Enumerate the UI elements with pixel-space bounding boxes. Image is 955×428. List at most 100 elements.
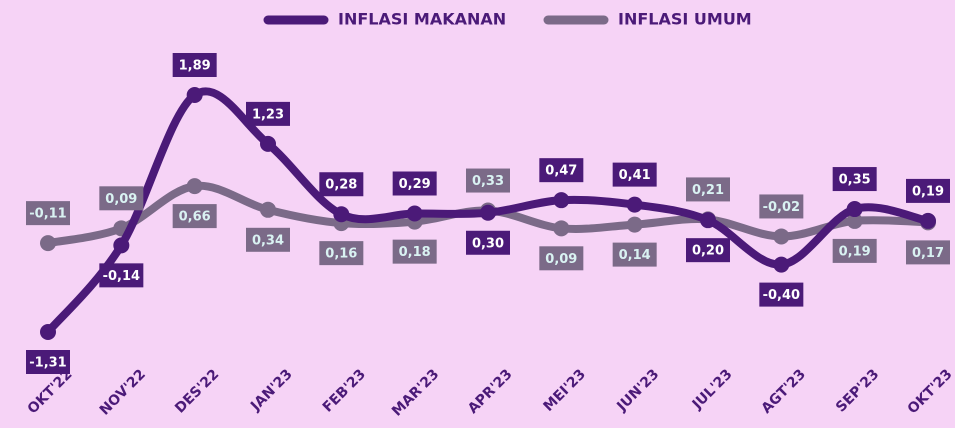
point: [333, 206, 350, 223]
label-box: [759, 282, 804, 307]
value-label: 0,16: [319, 241, 364, 266]
label-box: [686, 238, 730, 263]
point: [626, 216, 643, 233]
label-box: [466, 230, 510, 255]
label-box: [319, 172, 364, 197]
point: [260, 201, 276, 218]
x-tick-label: NOV'22: [97, 366, 149, 418]
value-label: 0,09: [99, 186, 144, 211]
point: [846, 212, 863, 229]
x-tick-label: MEI'23: [541, 366, 589, 414]
point: [920, 212, 936, 229]
value-label: 0,35: [832, 167, 877, 192]
point: [626, 196, 643, 213]
value-label: 0,28: [319, 172, 364, 197]
data-label: 0,19: [839, 244, 871, 259]
point: [113, 237, 130, 254]
data-label: 0,29: [399, 177, 431, 192]
value-label: 0,17: [906, 240, 950, 265]
data-label: 0,09: [105, 192, 137, 207]
x-tick-label: JAN'23: [247, 366, 295, 414]
data-label: 0,14: [619, 248, 651, 263]
value-label: 0,20: [686, 238, 730, 263]
data-label: 0,17: [912, 246, 944, 261]
value-label: 0,29: [392, 171, 437, 196]
point: [846, 201, 863, 218]
value-label: 0,33: [466, 168, 510, 193]
label-box: [832, 167, 877, 192]
label-box: [26, 350, 70, 374]
x-tick-label: FEB'23: [320, 366, 369, 415]
value-label: 0,34: [246, 227, 290, 252]
data-label: -0,02: [763, 200, 800, 215]
data-label: 0,66: [179, 210, 211, 225]
label-box: [99, 186, 144, 211]
point: [40, 235, 56, 252]
value-label: 0,09: [539, 246, 584, 271]
x-tick-label: APR'23: [465, 366, 516, 417]
point: [186, 178, 203, 195]
label-box: [246, 227, 290, 252]
point: [700, 212, 716, 229]
label-box: [686, 177, 730, 202]
point: [186, 87, 203, 103]
value-label: -0,11: [26, 201, 70, 226]
data-label: 0,47: [545, 164, 577, 179]
point: [773, 228, 790, 245]
point: [773, 256, 790, 273]
data-label: 0,34: [252, 233, 284, 248]
data-label: 1,23: [252, 107, 284, 122]
data-label: 1,89: [179, 59, 211, 74]
point: [480, 204, 496, 221]
legend-label: INFLASI UMUM: [618, 10, 752, 29]
value-label: 0,14: [612, 242, 657, 267]
value-label: 0,41: [612, 162, 657, 187]
value-label: 0,19: [906, 178, 950, 203]
data-label: 0,20: [692, 244, 724, 259]
value-label: 0,47: [539, 158, 584, 183]
label-box: [539, 246, 584, 271]
data-label: 0,30: [472, 236, 504, 251]
x-tick-label: JUN'23: [613, 366, 662, 415]
value-label: -0,40: [759, 282, 804, 307]
value-label: 0,18: [392, 239, 437, 264]
point: [406, 205, 423, 222]
x-tick-label: MAR'23: [389, 366, 442, 419]
label-box: [392, 171, 437, 196]
label-box: [612, 242, 657, 267]
data-label: -0,14: [103, 269, 140, 284]
label-box: [466, 168, 510, 193]
label-box: [539, 158, 584, 183]
x-tick-label: SEP'23: [833, 366, 882, 415]
point: [260, 135, 276, 152]
data-label: 0,19: [912, 184, 944, 199]
x-tick-label: JUL'23: [689, 366, 736, 413]
label-box: [26, 201, 70, 226]
value-label: -0,02: [759, 194, 804, 219]
x-tick-label: DES'22: [172, 366, 222, 416]
data-label: -0,40: [763, 288, 800, 303]
value-label: 0,30: [466, 230, 510, 255]
data-label: 0,21: [692, 183, 724, 198]
label-box: [172, 53, 217, 77]
data-label: -0,11: [29, 207, 66, 222]
data-label: 0,18: [399, 245, 431, 260]
label-box: [392, 239, 437, 264]
point: [40, 324, 56, 340]
label-box: [319, 241, 364, 266]
label-box: [832, 238, 877, 263]
x-tick-label: AGT'23: [758, 366, 808, 416]
value-label: -1,31: [26, 350, 70, 374]
label-box: [172, 204, 217, 229]
label-box: [612, 162, 657, 187]
value-label: -0,14: [99, 263, 144, 288]
label-box: [906, 178, 950, 203]
label-box: [99, 263, 144, 288]
data-label: 0,41: [619, 168, 651, 183]
legend-label: INFLASI MAKANAN: [338, 10, 506, 29]
label-box: [906, 240, 950, 265]
value-label: 0,66: [172, 204, 217, 229]
data-label: 0,35: [839, 173, 871, 188]
data-label: 0,28: [325, 178, 357, 193]
